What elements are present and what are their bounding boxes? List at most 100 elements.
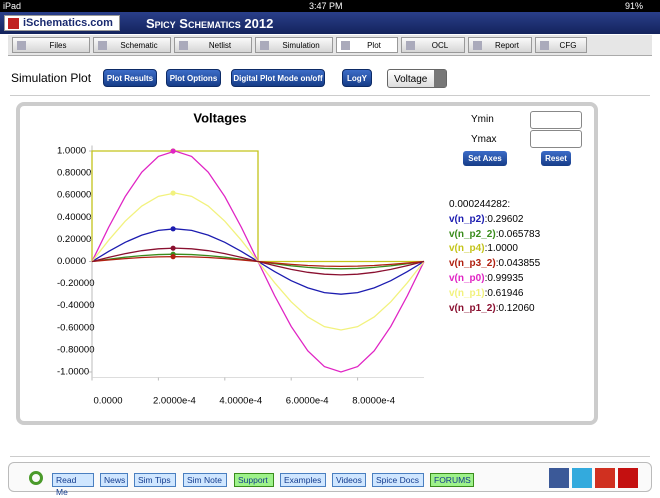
y-tick-label: 0.40000	[57, 212, 91, 223]
readout-row: v(n_p1_2):0.12060	[449, 302, 540, 317]
readout-row: v(n_p2_2):0.065783	[449, 228, 540, 243]
x-tick-label: 2.0000e-4	[153, 396, 196, 407]
readout-row: v(n_p2):0.29602	[449, 213, 540, 228]
tab[interactable]: Plot	[336, 37, 398, 53]
y-tick-label: -1.0000	[57, 366, 89, 377]
cursor-dot	[170, 148, 176, 154]
app-title: Spicy Schematics 2012	[146, 16, 274, 31]
separator: :	[484, 287, 488, 299]
series-name: v(n_p1)	[449, 287, 485, 299]
cursor-dot	[170, 226, 176, 232]
googleplus-icon[interactable]	[595, 468, 615, 488]
readout-row: v(n_p3_2):0.043855	[449, 257, 540, 272]
series-value: 0.12060	[498, 302, 535, 314]
series-value: 1.0000	[487, 243, 518, 255]
separator: :	[495, 302, 499, 314]
toolbar-button[interactable]: LogY	[342, 69, 372, 87]
separator: :	[495, 258, 499, 270]
tab-bar: Files Schematic Netlist Simulation Plot OCL Re…	[8, 35, 652, 56]
y-tick-label: -0.20000	[57, 278, 95, 289]
tab[interactable]: Schematic	[93, 37, 171, 53]
status-bar: iPad 3:47 PM 91%	[0, 0, 660, 12]
series-line	[91, 247, 425, 276]
y-tick-label: 0.20000	[57, 234, 91, 245]
footer-link[interactable]: Sim Note	[183, 473, 227, 487]
toolbar-button[interactable]: Plot Results	[103, 69, 157, 87]
series-value: 0.61946	[487, 287, 524, 299]
y-tick-label: 0.60000	[57, 190, 91, 201]
separator: :	[484, 272, 488, 284]
toolbar-button[interactable]: Digital Plot Mode on/off	[231, 69, 325, 87]
x-tick-label: 4.0000e-4	[219, 396, 262, 407]
facebook-icon[interactable]	[549, 468, 569, 488]
readout-row: v(n_p1):0.61946	[449, 287, 540, 302]
x-tick-label: 0.0000	[93, 396, 122, 407]
plot-panel	[16, 102, 598, 425]
footer-link[interactable]: Support	[234, 473, 274, 487]
cursor-x-value: 0.000244282	[449, 199, 508, 210]
series-name: v(n_p1_2)	[449, 302, 496, 314]
header: iSchematics.com Spicy Schematics 2012	[0, 12, 660, 34]
readout-row: v(n_p0):0.99935	[449, 272, 540, 287]
logo[interactable]: iSchematics.com	[4, 15, 120, 31]
footer-link[interactable]: Sim Tips	[134, 473, 176, 487]
tab[interactable]: Netlist	[174, 37, 252, 53]
cursor-dot	[170, 245, 176, 251]
toolbar-button[interactable]: Plot Options	[166, 69, 221, 87]
tab[interactable]: Simulation	[255, 37, 333, 53]
separator: :	[484, 213, 488, 225]
twitter-icon[interactable]	[572, 468, 592, 488]
series-value: 0.043855	[498, 258, 541, 270]
set-axes-button[interactable]: Set Axes	[463, 151, 507, 166]
series-value: 0.99935	[487, 272, 524, 284]
refresh-icon[interactable]	[29, 471, 43, 485]
cursor-dot	[170, 254, 176, 260]
y-tick-label: 0.80000	[57, 168, 91, 179]
footer-link[interactable]: Videos	[332, 473, 366, 487]
footer-link[interactable]: Spice Docs	[372, 473, 424, 487]
footer-link[interactable]: FORUMS	[430, 473, 474, 487]
battery: 91%	[625, 1, 644, 11]
reset-button[interactable]: Reset	[541, 151, 571, 166]
tab[interactable]: Report	[468, 37, 532, 53]
y-tick-label: -0.60000	[57, 322, 95, 333]
toolbar-label: Simulation Plot	[11, 71, 92, 85]
y-tick-label: 1.0000	[57, 146, 86, 157]
ymax-label: Ymax	[471, 134, 497, 145]
tab[interactable]: Files	[12, 37, 90, 53]
device: iPad	[3, 1, 22, 11]
series-value: 0.29602	[487, 213, 524, 225]
series-name: v(n_p0)	[449, 272, 485, 284]
series-name: v(n_p3_2)	[449, 258, 496, 270]
y-tick-label: 0.0000	[57, 256, 86, 267]
separator: :	[484, 243, 488, 255]
tab[interactable]: CFG	[535, 37, 587, 53]
series-line	[91, 150, 424, 263]
series-name: v(n_p4)	[449, 243, 485, 255]
footer-link[interactable]: News	[100, 473, 128, 487]
footer-link[interactable]: Examples	[280, 473, 326, 487]
x-tick-label: 8.0000e-4	[352, 396, 395, 407]
ymax-input[interactable]	[530, 130, 582, 148]
y-tick-label: -0.80000	[57, 344, 95, 355]
tab[interactable]: OCL	[401, 37, 465, 53]
plot-select[interactable]: Voltage	[387, 69, 447, 88]
ymin-input[interactable]	[530, 111, 582, 129]
time: 3:47 PM	[309, 1, 343, 11]
chart-title: Voltages	[193, 110, 246, 125]
series-value: 0.065783	[498, 228, 541, 240]
cursor-dot	[170, 190, 176, 196]
separator: :	[495, 228, 499, 240]
separator: :	[507, 199, 511, 210]
ymin-label: Ymin	[471, 114, 494, 125]
footer-link[interactable]: Read Me	[52, 473, 94, 497]
series-name: v(n_p2)	[449, 213, 485, 225]
y-tick-label: -0.40000	[57, 300, 95, 311]
x-tick-label: 6.0000e-4	[286, 396, 329, 407]
cursor-readout: 0.000244282: v(n_p2):0.29602 v(n_p2_2):0.0…	[449, 198, 540, 316]
youtube-icon[interactable]	[618, 468, 638, 488]
content-frame	[10, 95, 650, 457]
series-name: v(n_p2_2)	[449, 228, 496, 240]
